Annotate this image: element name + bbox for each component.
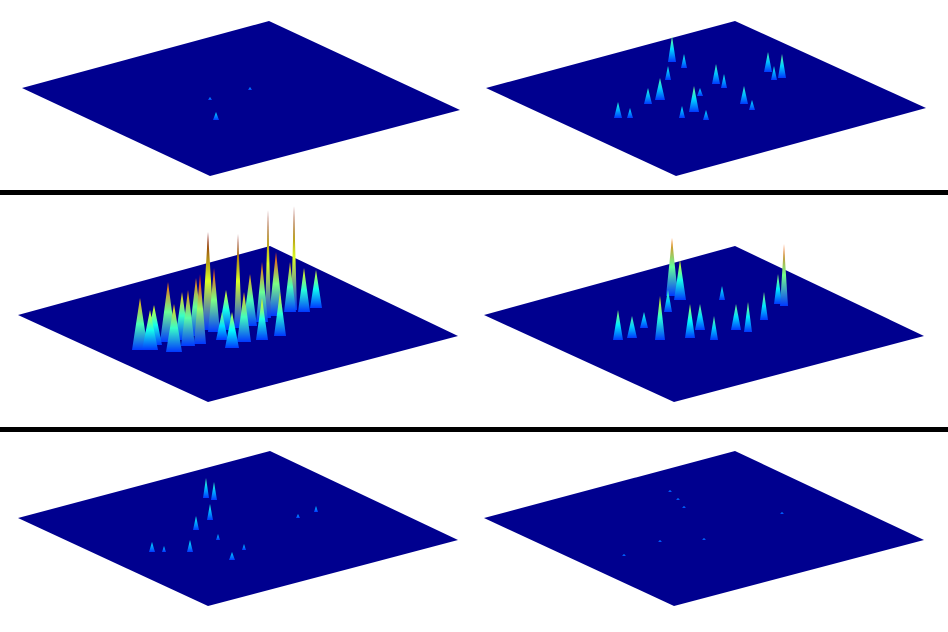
- surface-peak: [664, 290, 672, 312]
- surface-peak: [778, 54, 786, 78]
- surface-peak: [689, 86, 699, 112]
- surface-peak: [298, 268, 310, 312]
- surface-peak: [665, 66, 671, 80]
- surface-peak: [764, 52, 772, 72]
- surface-peak: [310, 270, 322, 308]
- surface-peak: [627, 316, 637, 338]
- surface-peak: [234, 234, 242, 328]
- row-separator-1: [0, 190, 948, 195]
- surface-peak: [679, 106, 685, 118]
- surface-peak: [644, 88, 652, 104]
- surface-plot-row2-right: [484, 238, 924, 402]
- surface-peak: [211, 482, 217, 500]
- surface-peak: [655, 78, 665, 100]
- surface-peak: [771, 66, 777, 80]
- surface-peak: [681, 54, 687, 68]
- surface-peak: [216, 534, 220, 540]
- surface-peak: [314, 506, 318, 512]
- surface-peak: [703, 110, 709, 120]
- surface-peak: [774, 274, 782, 304]
- surface-peak: [166, 304, 182, 352]
- surface-peak: [213, 112, 219, 120]
- surface-peak: [640, 312, 648, 328]
- surface-peak: [181, 290, 195, 346]
- surface-plot-row3-right: [484, 451, 924, 606]
- surface-peak: [208, 268, 220, 332]
- surface-peak: [731, 304, 741, 330]
- surface-peak: [284, 262, 296, 312]
- plane-surface: [484, 246, 924, 402]
- plane-surface: [22, 21, 460, 176]
- surface-peak: [208, 97, 212, 100]
- surface-peak: [668, 36, 676, 62]
- surface-peak: [225, 312, 239, 348]
- surface-peak: [142, 310, 158, 350]
- surface-peak: [614, 102, 622, 118]
- surface-peak: [695, 304, 705, 330]
- plane-surface: [486, 21, 926, 176]
- surface-peak: [760, 292, 768, 320]
- surface-peak: [162, 546, 166, 552]
- surface-peak: [207, 504, 213, 520]
- surface-peak: [719, 286, 725, 300]
- surface-peak: [229, 552, 235, 560]
- surface-peak: [682, 506, 686, 508]
- surface-peak: [780, 512, 784, 514]
- surface-plot-row1-left: [22, 21, 460, 176]
- surface-peak: [655, 296, 665, 340]
- surface-peak: [749, 100, 755, 110]
- surface-peak: [627, 108, 633, 118]
- surface-peak: [193, 516, 199, 530]
- plane-surface: [18, 451, 458, 606]
- surface-peak: [622, 554, 626, 556]
- surface-peak: [194, 274, 206, 344]
- surface-peak: [242, 544, 246, 550]
- surface-peak: [685, 304, 695, 338]
- surface-peak: [265, 210, 271, 318]
- surface-peak: [658, 540, 662, 542]
- surface-peak: [712, 64, 720, 84]
- surface-peak: [744, 302, 752, 332]
- surface-peak: [721, 74, 727, 88]
- surface-peak: [203, 478, 209, 498]
- surface-peak: [780, 244, 788, 306]
- surface-peak: [697, 88, 703, 96]
- surface-plot-row1-right: [486, 21, 926, 176]
- plane-surface: [484, 451, 924, 606]
- surface-peak: [237, 292, 251, 342]
- surface-peak: [702, 538, 706, 540]
- surface-peak: [676, 498, 680, 500]
- row-separator-2: [0, 427, 948, 432]
- surface-peak: [740, 86, 748, 104]
- surface-peak: [710, 316, 718, 340]
- surface-peak: [149, 542, 155, 552]
- surface-peak: [666, 238, 678, 296]
- surface-peak: [132, 298, 148, 350]
- surface-plot-row3-left: [18, 451, 458, 606]
- surface-peak: [256, 298, 268, 340]
- surface-peak: [613, 310, 623, 340]
- surface-peak: [674, 260, 686, 300]
- surface-peak: [187, 540, 193, 552]
- surface-peak: [216, 312, 228, 340]
- surface-peak: [296, 514, 300, 518]
- surface-peak: [256, 262, 268, 322]
- surface-peak: [274, 292, 286, 336]
- surface-peak: [668, 490, 672, 492]
- surface-peak: [248, 87, 252, 90]
- surface-plot-row2-left: [18, 206, 458, 402]
